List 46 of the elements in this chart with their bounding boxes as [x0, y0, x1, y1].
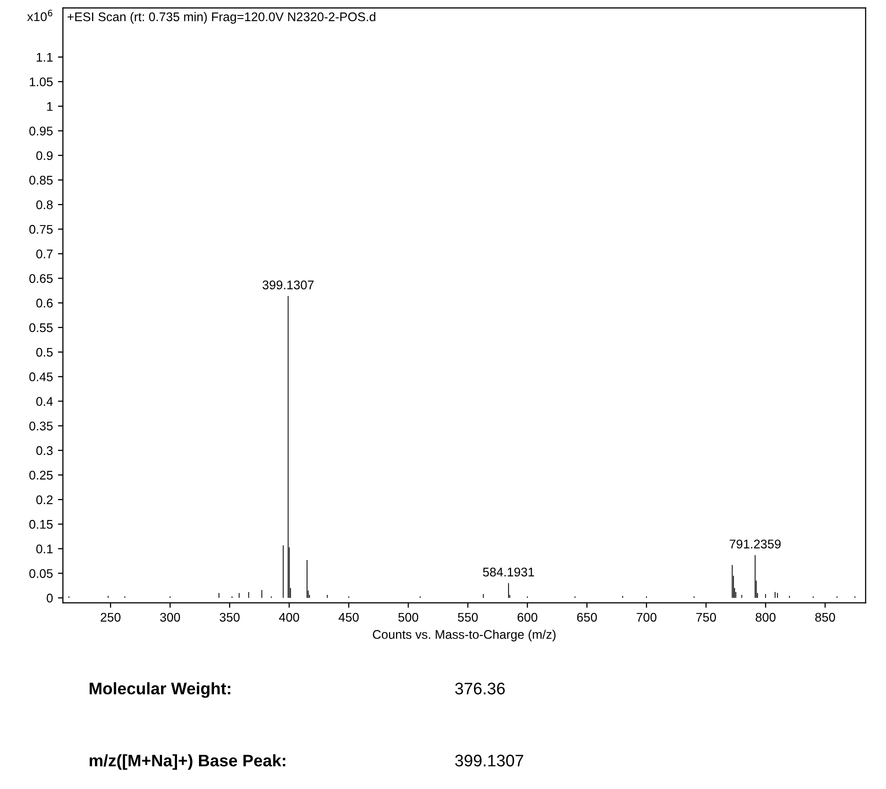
- y-tick-label: 0.6: [36, 298, 53, 308]
- y-tick-label: 0.25: [29, 470, 53, 480]
- y-tick-label: 1: [47, 102, 53, 111]
- x-tick-label: 650: [577, 612, 597, 622]
- y-tick-label: 0.8: [36, 200, 53, 210]
- x-tick-label: 800: [756, 612, 776, 622]
- x-axis-title: Counts vs. Mass-to-Charge (m/z): [372, 630, 556, 642]
- x-tick-label: 850: [815, 612, 836, 622]
- x-tick-label: 550: [458, 612, 478, 622]
- y-tick-label: 1.1: [36, 52, 53, 62]
- y-tick-label: 0.1: [36, 544, 53, 554]
- text: Molecular Weight:: [90, 682, 230, 698]
- y-tick-label: 0.35: [29, 422, 53, 430]
- x-tick-label: 300: [160, 612, 180, 622]
- x-tick-label: 350: [220, 612, 240, 622]
- x-tick-label: 700: [636, 612, 656, 622]
- text: 399.1307: [455, 754, 524, 766]
- chart-title: +ESI Scan (rt: 0.735 min) Frag=120.0V N2320-2-POS.d: [68, 12, 376, 24]
- annotation: 584.1931: [482, 568, 534, 576]
- x-tick-label: 600: [518, 612, 538, 622]
- y-tick-label: 0.7: [36, 250, 53, 258]
- x-tick-label: 500: [398, 612, 418, 622]
- y-tick-label: 0.9: [36, 151, 53, 160]
- y-tick-label: 0.85: [29, 176, 53, 185]
- y-tick-label: 0.15: [29, 520, 53, 529]
- y-tick-label: 0.3: [36, 446, 53, 456]
- y-tick-label: 0.95: [29, 126, 53, 136]
- y-tick-label: 0.4: [36, 397, 53, 406]
- y-tick-label: 0.05: [29, 569, 53, 578]
- x-tick-label: 750: [696, 612, 716, 622]
- y-tick-label: 0.2: [36, 495, 53, 504]
- annotation: 791.2359: [730, 540, 781, 548]
- text: m/z([M+Na]+) Base Peak:: [90, 754, 286, 770]
- y-tick-label: 0.75: [29, 224, 53, 234]
- y-tick-label: 0: [46, 594, 53, 603]
- y-axis-title: x10$^{6}$: [27, 10, 52, 22]
- y-tick-label: 0.45: [29, 372, 53, 382]
- x-tick-label: 400: [279, 612, 300, 622]
- y-tick-label: 0.5: [36, 348, 53, 357]
- x-tick-label: 450: [338, 612, 359, 622]
- y-tick-label: 0.55: [29, 323, 53, 332]
- y-tick-label: 1.05: [30, 77, 53, 86]
- y-tick-label: 0.65: [29, 274, 53, 283]
- x-tick-label: 250: [100, 612, 120, 622]
- text: 376.36: [455, 682, 505, 694]
- annotation: 399.1307: [262, 280, 314, 290]
